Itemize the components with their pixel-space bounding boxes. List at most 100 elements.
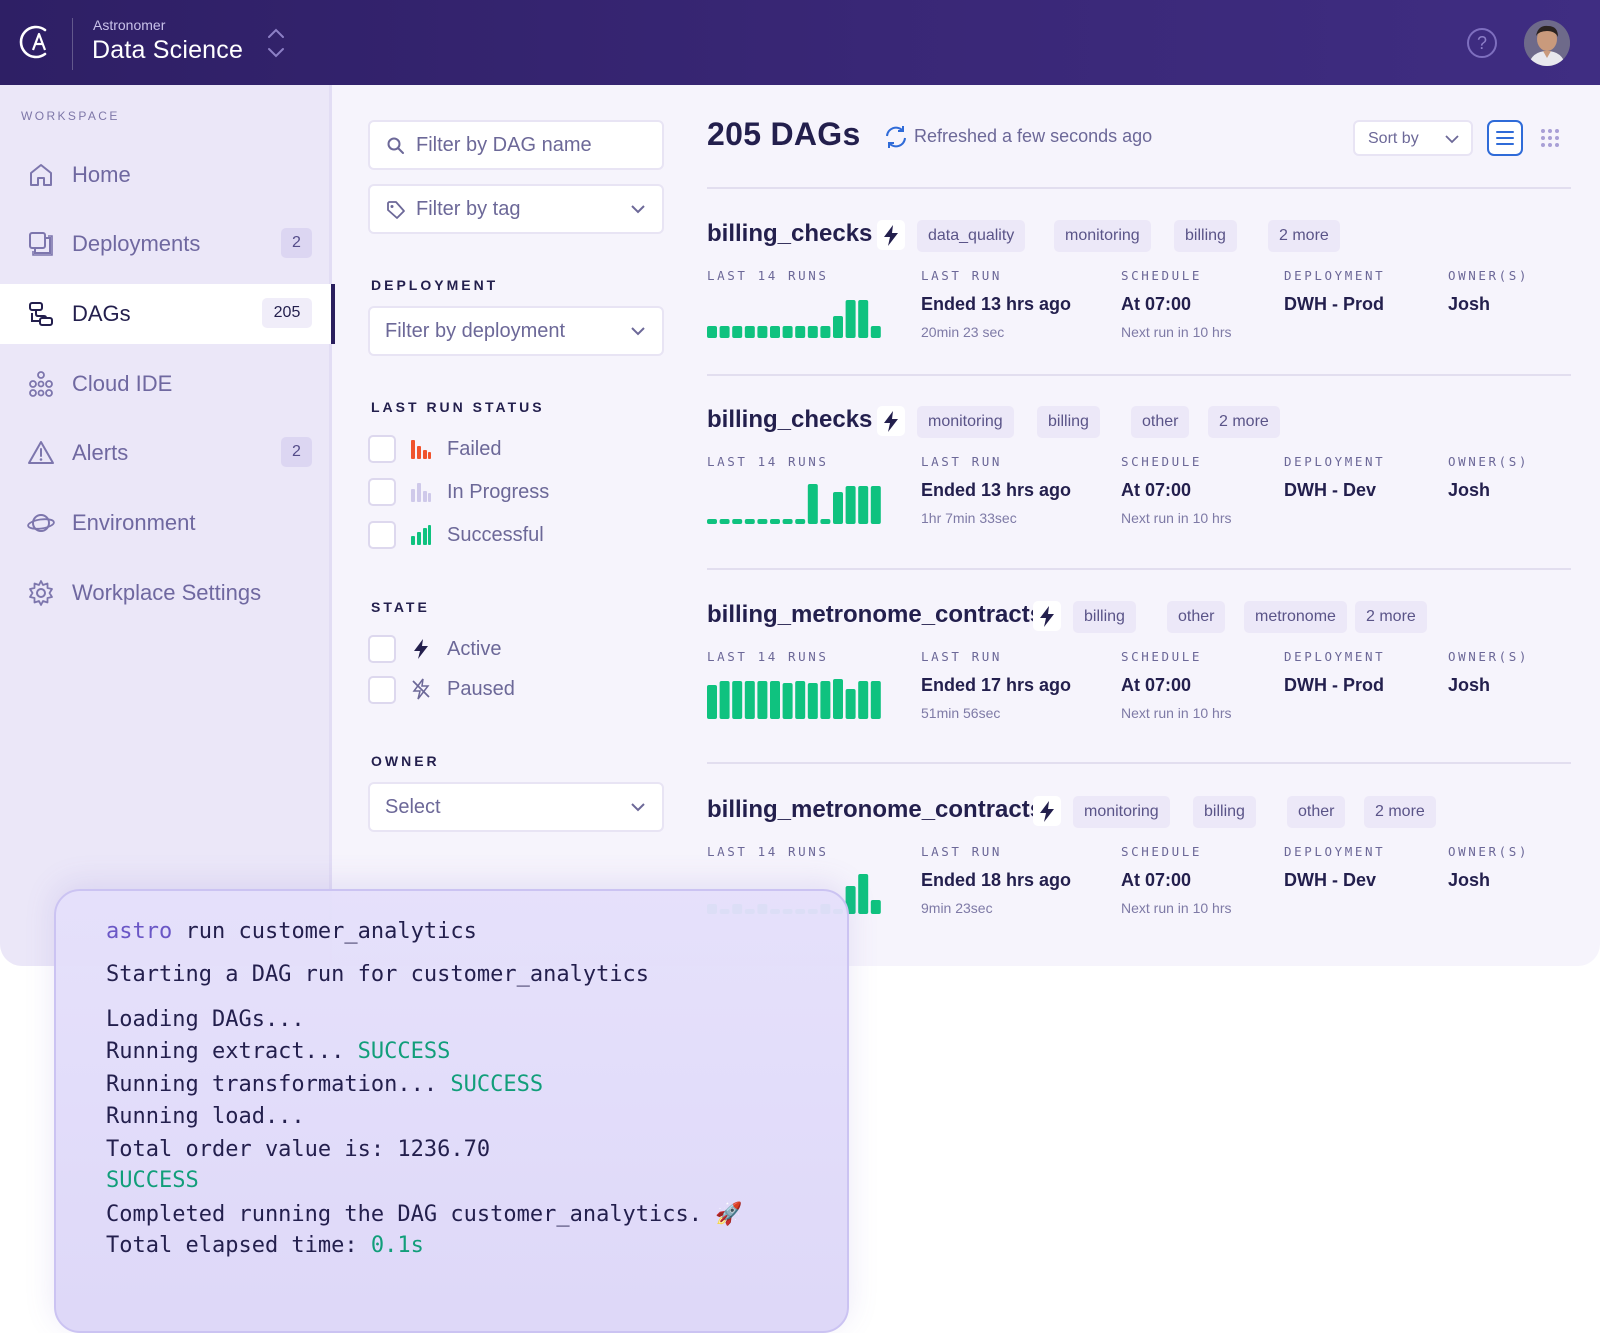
run-bar[interactable] (732, 519, 743, 524)
run-bar[interactable] (770, 681, 780, 719)
sidebar-item-environment[interactable]: Environment (0, 493, 332, 553)
dag-active-bolt-icon[interactable] (1033, 601, 1061, 631)
run-bar[interactable] (807, 484, 818, 524)
active-checkbox[interactable] (368, 635, 396, 663)
run-bar[interactable] (757, 519, 768, 524)
run-bar[interactable] (820, 681, 831, 719)
run-bar[interactable] (870, 900, 881, 914)
help-icon[interactable]: ? (1467, 28, 1497, 58)
run-bar[interactable] (870, 326, 881, 338)
run-bar[interactable] (858, 681, 869, 719)
dag-tag[interactable]: billing (1037, 406, 1100, 438)
terminal-success-line: SUCCESS (106, 1168, 199, 1193)
dag-tag[interactable]: metronome (1244, 601, 1347, 633)
more-tags-button[interactable]: 2 more (1268, 220, 1340, 252)
run-bar[interactable] (732, 326, 743, 338)
run-bar[interactable] (833, 679, 843, 719)
run-bar[interactable] (770, 326, 780, 338)
run-bar[interactable] (757, 681, 768, 719)
user-avatar[interactable] (1524, 20, 1570, 66)
in-progress-checkbox[interactable] (368, 478, 396, 506)
run-bar[interactable] (820, 519, 831, 524)
run-bar[interactable] (770, 519, 780, 524)
run-bar[interactable] (744, 326, 755, 338)
run-bar[interactable] (807, 326, 818, 338)
run-bar[interactable] (820, 326, 831, 338)
more-tags-button[interactable]: 2 more (1364, 796, 1436, 828)
sidebar-item-home[interactable]: Home (0, 145, 332, 205)
run-bar[interactable] (782, 683, 793, 719)
run-bar[interactable] (795, 681, 806, 719)
run-bar[interactable] (757, 326, 768, 338)
run-bar[interactable] (707, 685, 717, 719)
run-bar[interactable] (845, 689, 856, 719)
refresh-icon[interactable] (883, 125, 909, 149)
astronomer-logo[interactable] (19, 22, 55, 62)
runs-label: LAST 14 RUNS (707, 268, 829, 283)
tag-filter-select[interactable]: Filter by tag (368, 184, 664, 234)
run-bar[interactable] (719, 519, 730, 524)
dag-name-link[interactable]: billing_checks (707, 406, 873, 433)
sidebar-item-alerts[interactable]: Alerts 2 (0, 423, 332, 483)
list-view-button[interactable] (1487, 120, 1523, 156)
run-bar[interactable] (833, 316, 843, 338)
dag-row[interactable]: billing_checks data_quality monitoring bill… (707, 220, 1571, 370)
dag-tag[interactable]: monitoring (917, 406, 1014, 438)
run-bar[interactable] (845, 886, 856, 914)
run-bar[interactable] (732, 681, 743, 719)
run-bar[interactable] (719, 681, 730, 719)
run-bar[interactable] (858, 874, 869, 914)
dag-name-filter-input[interactable]: Filter by DAG name (368, 120, 664, 170)
run-bar[interactable] (845, 486, 856, 524)
run-bar[interactable] (707, 519, 717, 524)
dag-tag[interactable]: billing (1174, 220, 1237, 252)
dag-tag[interactable]: other (1167, 601, 1226, 633)
owner-filter-select[interactable]: Select (368, 782, 664, 832)
run-bar[interactable] (795, 326, 806, 338)
more-tags-button[interactable]: 2 more (1355, 601, 1427, 633)
dag-row[interactable]: billing_metronome_contracts monitoring bil… (707, 796, 1571, 946)
dag-row[interactable]: billing_metronome_contracts billing other m… (707, 601, 1571, 751)
run-bar[interactable] (870, 486, 881, 524)
sidebar-item-cloud-ide[interactable]: Cloud IDE (0, 354, 332, 414)
run-bar[interactable] (807, 683, 818, 719)
run-bar[interactable] (833, 492, 843, 524)
dag-tag[interactable]: billing (1073, 601, 1136, 633)
deployment-filter-select[interactable]: Filter by deployment (368, 306, 664, 356)
run-bar[interactable] (870, 681, 881, 719)
sidebar-item-dags[interactable]: DAGs 205 (0, 284, 335, 344)
run-bar[interactable] (782, 519, 793, 524)
more-tags-button[interactable]: 2 more (1208, 406, 1280, 438)
dag-row[interactable]: billing_checks monitoring billing other 2 mo… (707, 406, 1571, 556)
dag-tag[interactable]: other (1287, 796, 1346, 828)
dag-tag[interactable]: monitoring (1054, 220, 1151, 252)
run-bar[interactable] (858, 486, 869, 524)
sort-by-select[interactable]: Sort by (1353, 120, 1473, 156)
dag-name-link[interactable]: billing_checks (707, 220, 873, 247)
run-bar[interactable] (707, 326, 717, 338)
paused-checkbox[interactable] (368, 676, 396, 704)
sidebar-item-deployments[interactable]: Deployments 2 (0, 214, 332, 274)
sidebar-item-settings[interactable]: Workplace Settings (0, 563, 332, 623)
dag-tag[interactable]: data_quality (917, 220, 1026, 252)
dag-active-bolt-icon[interactable] (1033, 796, 1061, 826)
dag-tag[interactable]: monitoring (1073, 796, 1170, 828)
dag-name-link[interactable]: billing_metronome_contracts (707, 796, 1044, 823)
dag-tag[interactable]: billing (1193, 796, 1256, 828)
run-bar[interactable] (858, 300, 869, 338)
run-bar[interactable] (744, 681, 755, 719)
run-bar[interactable] (719, 326, 730, 338)
successful-checkbox[interactable] (368, 521, 396, 549)
run-bar[interactable] (795, 519, 806, 524)
workspace-switch-icon[interactable] (266, 26, 286, 60)
dag-tag[interactable]: other (1131, 406, 1190, 438)
grid-view-icon[interactable] (1539, 127, 1561, 149)
dag-active-bolt-icon[interactable] (877, 406, 905, 436)
run-bar[interactable] (845, 300, 856, 338)
dag-active-bolt-icon[interactable] (877, 220, 905, 250)
run-bar[interactable] (782, 326, 793, 338)
run-bar[interactable] (744, 519, 755, 524)
dag-name-link[interactable]: billing_metronome_contracts (707, 601, 1044, 628)
workspace-name[interactable]: Data Science (92, 36, 244, 64)
failed-checkbox[interactable] (368, 435, 396, 463)
